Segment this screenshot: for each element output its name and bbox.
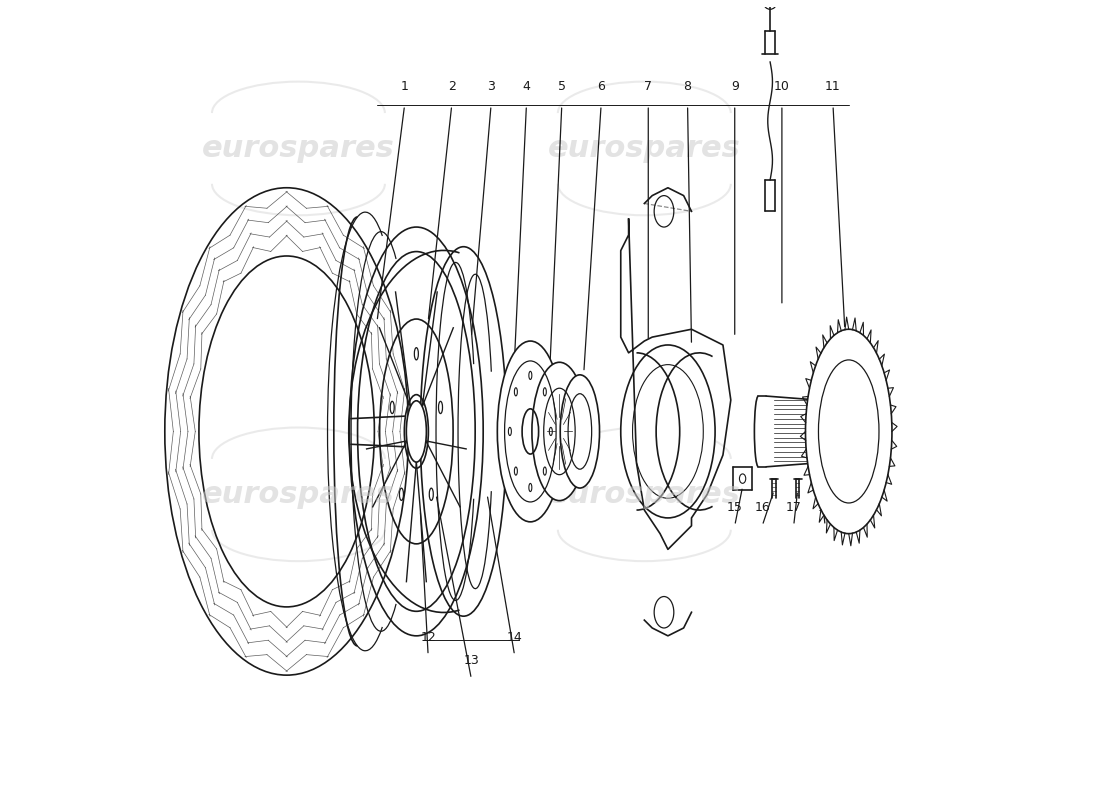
Text: eurospares: eurospares — [548, 480, 740, 509]
Text: eurospares: eurospares — [202, 480, 395, 509]
Text: 6: 6 — [597, 81, 605, 94]
Text: 13: 13 — [463, 654, 480, 667]
Text: 11: 11 — [825, 81, 840, 94]
Text: 7: 7 — [645, 81, 652, 94]
Ellipse shape — [805, 330, 892, 534]
Text: 10: 10 — [774, 81, 790, 94]
Text: 14: 14 — [507, 630, 522, 644]
Text: 9: 9 — [730, 81, 739, 94]
Text: eurospares: eurospares — [202, 134, 395, 163]
Ellipse shape — [406, 401, 427, 462]
Text: 16: 16 — [755, 501, 770, 514]
Text: 12: 12 — [420, 630, 436, 644]
Text: 3: 3 — [487, 81, 495, 94]
Text: 4: 4 — [522, 81, 530, 94]
Text: 5: 5 — [558, 81, 565, 94]
Text: eurospares: eurospares — [548, 134, 740, 163]
Ellipse shape — [620, 345, 715, 518]
Ellipse shape — [560, 375, 600, 488]
Text: 1: 1 — [400, 81, 408, 94]
Text: 17: 17 — [785, 501, 802, 514]
Text: 2: 2 — [448, 81, 455, 94]
Ellipse shape — [497, 341, 563, 522]
Text: 15: 15 — [727, 501, 742, 514]
Ellipse shape — [532, 362, 587, 501]
Text: 18: 18 — [817, 501, 833, 514]
Text: 8: 8 — [683, 81, 692, 94]
